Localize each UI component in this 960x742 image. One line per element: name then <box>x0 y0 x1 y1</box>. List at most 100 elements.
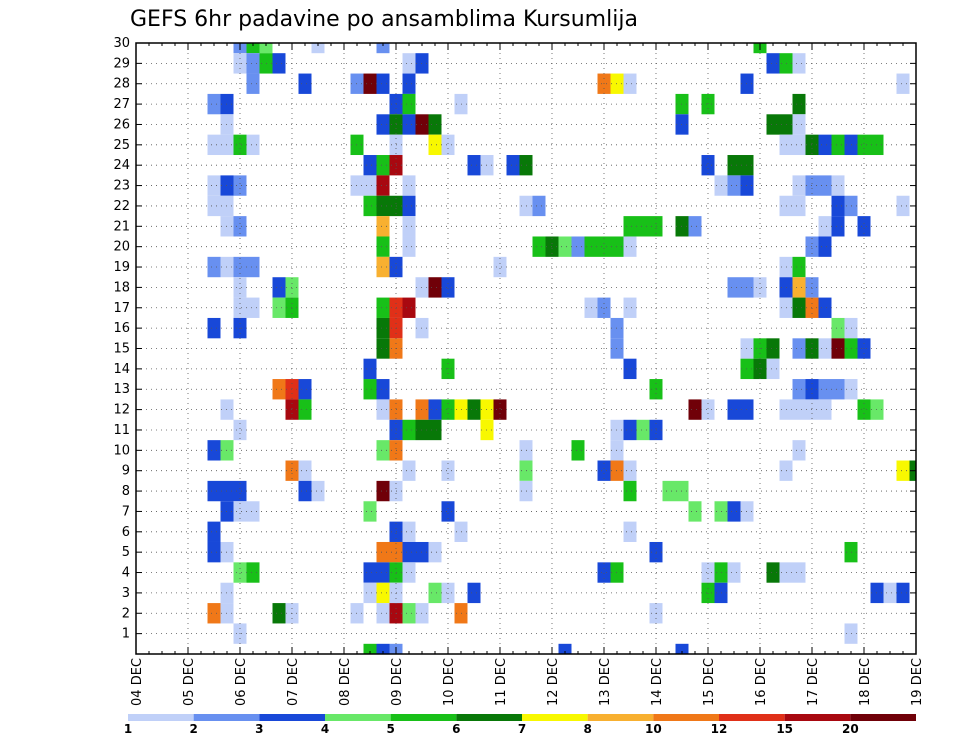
heatmap-cell <box>792 195 806 217</box>
heatmap-cell <box>727 501 741 522</box>
heatmap-cell <box>532 236 546 257</box>
y-tick-label: 12 <box>113 403 130 418</box>
heatmap-cell <box>558 643 572 654</box>
y-tick-label: 11 <box>113 423 130 438</box>
heatmap-cell <box>831 195 845 217</box>
heatmap-cell <box>428 134 442 156</box>
heatmap-cell <box>298 399 312 420</box>
heatmap-cell <box>623 236 637 257</box>
heatmap-cell <box>831 134 845 156</box>
heatmap-cell <box>207 541 221 563</box>
x-tick-label: 11 DEC <box>494 658 509 706</box>
heatmap-cell <box>428 582 442 604</box>
heatmap-cell <box>207 480 221 502</box>
y-tick-label: 21 <box>113 219 130 234</box>
heatmap-cell <box>233 419 247 441</box>
heatmap-cell <box>363 643 377 654</box>
heatmap-cell <box>363 379 377 400</box>
heatmap-cell <box>298 480 312 502</box>
heatmap-cell <box>363 562 377 583</box>
heatmap-cell <box>402 53 416 74</box>
heatmap-cell <box>896 582 910 604</box>
heatmap-cell <box>623 521 637 542</box>
legend-label: 7 <box>518 722 526 736</box>
heatmap-cell <box>376 297 390 318</box>
heatmap-cell <box>701 399 715 420</box>
x-tick-label: 18 DEC <box>858 658 873 706</box>
heatmap-cell <box>272 603 286 624</box>
y-tick-label: 30 <box>113 36 130 51</box>
heatmap-cell <box>792 53 806 74</box>
x-tick-label: 05 DEC <box>182 658 197 706</box>
heatmap-cell <box>766 114 780 135</box>
y-tick-label: 22 <box>113 199 130 214</box>
heatmap-cell <box>259 43 273 54</box>
y-tick-label: 19 <box>113 260 130 275</box>
heatmap-cell <box>207 440 221 461</box>
heatmap-cell <box>233 562 247 583</box>
heatmap-cell <box>233 134 247 156</box>
heatmap-cell <box>207 93 221 115</box>
x-tick-label: 04 DEC <box>130 658 145 706</box>
grid-lines <box>136 43 916 654</box>
heatmap-cell <box>246 53 260 74</box>
heatmap-cell <box>272 297 286 318</box>
heatmap-cell <box>376 73 390 94</box>
heatmap-cell <box>207 317 221 339</box>
heatmap-cell <box>363 582 377 604</box>
heatmap-cell <box>376 195 390 217</box>
heatmap-cell <box>298 379 312 400</box>
heatmap-cell <box>532 195 546 217</box>
heatmap-cell <box>818 297 832 318</box>
heatmap-cell <box>753 277 767 298</box>
heatmap-cell <box>701 155 715 176</box>
y-tick-label: 9 <box>122 464 130 479</box>
heatmap-cell <box>623 460 637 481</box>
heatmap-cell <box>818 216 832 237</box>
x-tick-label: 08 DEC <box>338 658 353 706</box>
legend-label: 4 <box>321 722 329 736</box>
x-tick-label: 15 DEC <box>702 658 717 706</box>
heatmap-cell <box>467 399 481 420</box>
heatmap-cell <box>402 460 416 481</box>
heatmap-cell <box>376 399 390 420</box>
y-tick-label: 29 <box>113 56 130 71</box>
heatmap-cell <box>272 379 286 400</box>
y-tick-label: 26 <box>113 117 130 132</box>
legend-label: 1 <box>124 722 132 736</box>
heatmap-cell <box>441 134 455 156</box>
heatmap-cell <box>792 114 806 135</box>
heatmap-cell <box>428 114 442 135</box>
heatmap-cell <box>688 399 702 420</box>
heatmap-cell <box>363 175 377 196</box>
heatmap-cell <box>402 216 416 237</box>
heatmap-cell <box>363 195 377 217</box>
heatmap-cell <box>376 541 390 563</box>
heatmap-cell <box>636 419 650 441</box>
x-tick-label: 16 DEC <box>754 658 769 706</box>
heatmap-cell <box>792 256 806 278</box>
heatmap-cell <box>402 73 416 94</box>
heatmap-cell <box>441 277 455 298</box>
heatmap-cell <box>246 134 260 156</box>
legend-label: 8 <box>583 722 591 736</box>
legend-label: 6 <box>452 722 460 736</box>
x-tick-label: 17 DEC <box>806 658 821 706</box>
heatmap-cell <box>402 236 416 257</box>
heatmap-cell <box>727 399 741 420</box>
heatmap-cell <box>597 297 611 318</box>
chart-title: GEFS 6hr padavine po ansamblima Kursumli… <box>130 7 638 32</box>
heatmap-cell <box>792 175 806 196</box>
heatmap-cell <box>207 134 221 156</box>
heatmap-cell <box>376 155 390 176</box>
heatmap-cell <box>766 53 780 74</box>
heatmap-cell <box>818 338 832 359</box>
heatmap-cell <box>701 582 715 604</box>
heatmap-cell <box>376 379 390 400</box>
x-tick-label: 14 DEC <box>650 658 665 706</box>
y-tick-label: 16 <box>113 321 130 336</box>
heatmap-cell <box>376 236 390 257</box>
legend-label: 3 <box>255 722 263 736</box>
heatmap-cell <box>441 582 455 604</box>
legend-label: 12 <box>711 722 728 736</box>
